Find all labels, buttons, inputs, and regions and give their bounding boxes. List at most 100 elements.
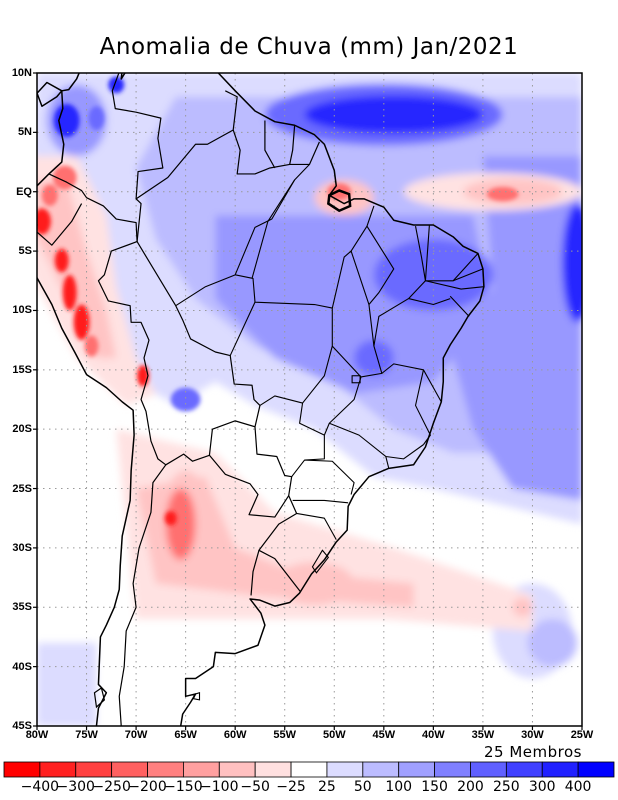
colorbar-swatch — [434, 761, 471, 778]
colorbar-label: −200 — [128, 779, 167, 795]
coastline-borders — [37, 73, 485, 726]
anomaly-region — [304, 95, 483, 134]
border-state — [408, 298, 451, 306]
anomaly-region — [170, 387, 201, 412]
colorbar-label: −150 — [164, 779, 203, 795]
anomaly-region — [37, 642, 97, 726]
colorbar-swatch — [3, 761, 41, 778]
border-guianas — [232, 129, 320, 175]
anomaly-region — [512, 597, 533, 617]
colorbar-swatch — [147, 761, 184, 778]
border-state — [373, 226, 426, 347]
anomaly-region — [373, 239, 493, 311]
border-state — [452, 268, 484, 282]
lon-label-80w: 80W — [25, 729, 49, 741]
colorbar-swatch — [541, 761, 579, 778]
border-state — [229, 301, 256, 356]
anomaly-region — [274, 562, 355, 605]
colorbar-swatch — [398, 761, 435, 778]
colorbar — [3, 761, 615, 778]
colorbar-label: 100 — [385, 779, 413, 795]
anomaly-field — [37, 73, 582, 726]
lon-label-75w: 75W — [75, 729, 98, 741]
anomaly-region — [37, 179, 117, 358]
anomaly-region — [54, 248, 69, 273]
anomaly-region — [84, 335, 99, 357]
lat-label-20s: 20S — [12, 423, 32, 436]
anomaly-region — [527, 619, 578, 667]
lat-label-10n: 10N — [11, 67, 32, 79]
colorbar-label: −50 — [240, 779, 270, 795]
border-state — [366, 225, 395, 305]
anomaly-region — [62, 274, 77, 311]
colorbar-swatch — [326, 761, 364, 778]
colorbar-label: 150 — [421, 779, 448, 795]
anomaly-region — [165, 488, 196, 560]
colorbar-label: −300 — [56, 779, 95, 795]
colorbar-label: 50 — [353, 779, 372, 795]
border-suriname-guiana — [289, 125, 296, 165]
colorbar-swatch — [218, 761, 256, 778]
lon-label-25w: 25W — [570, 729, 594, 741]
anomaly-region — [137, 365, 149, 387]
lon-label-65w: 65W — [174, 729, 197, 741]
lagoa-dos-patos — [311, 549, 330, 574]
border-state — [296, 512, 337, 540]
border-state — [385, 456, 390, 469]
border-state — [323, 376, 362, 436]
lon-label-50w: 50W — [322, 729, 346, 741]
border-state — [259, 395, 303, 406]
border-paraguay — [208, 420, 290, 518]
valdes-peninsula — [192, 692, 201, 701]
colorbar-swatch — [362, 761, 400, 778]
border-state — [304, 459, 355, 495]
lon-label-55w: 55W — [273, 729, 297, 741]
lat-label-35s: 35S — [12, 601, 32, 614]
colorbar-swatch — [75, 761, 113, 778]
border-state — [449, 295, 470, 317]
colorbar-swatch — [254, 761, 292, 778]
lon-label-70w: 70W — [124, 729, 148, 741]
lat-label-15s: 15S — [12, 363, 32, 376]
lon-label-35w: 35W — [471, 729, 495, 741]
colorbar-label: −400 — [20, 779, 60, 795]
chiloe-island — [93, 687, 106, 709]
anomaly-region — [41, 184, 58, 206]
border-guyana-suriname — [264, 120, 276, 169]
colorbar-label: −25 — [276, 779, 306, 795]
marajo-island — [326, 189, 352, 213]
coastline-pacific — [37, 90, 135, 726]
lat-label-5s: 5S — [18, 245, 32, 258]
border-ecuador-peru-colombia — [48, 173, 138, 242]
anomaly-region — [88, 106, 105, 130]
lon-label-60w: 60W — [223, 729, 247, 741]
anomaly-region — [116, 595, 493, 726]
border-uruguay — [250, 550, 260, 596]
graticule — [37, 73, 582, 726]
border-state — [425, 280, 484, 290]
anomaly-region — [453, 156, 582, 501]
anomaly-region — [37, 208, 51, 235]
lat-label-5n: 5N — [17, 126, 32, 139]
map-frame — [36, 72, 583, 727]
colorbar-swatch — [505, 761, 543, 778]
lat-label-10s: 10S — [12, 304, 32, 317]
colorbar-label: 200 — [457, 779, 484, 795]
anomaly-region — [53, 103, 80, 138]
border-bolivia-argentina — [165, 453, 210, 466]
colorbar-label: 250 — [492, 779, 520, 795]
colorbar-label: 25 — [318, 779, 336, 795]
anomaly-region — [164, 511, 177, 526]
anomaly-region — [108, 76, 125, 94]
colorbar-label: 300 — [528, 779, 556, 795]
lat-label-40s: 40S — [12, 660, 32, 673]
colorbar-label: 400 — [564, 779, 592, 795]
map-title: Anomalia de Chuva (mm) Jan/2021 — [99, 34, 519, 60]
lon-label-40w: 40W — [422, 729, 445, 741]
anomaly-region — [486, 186, 519, 202]
colorbar-swatch — [577, 761, 615, 778]
lat-label-25s: 25S — [12, 482, 32, 495]
border-state — [292, 499, 349, 504]
ensemble-members-note: 25 Membros — [484, 743, 582, 761]
border-venezuela — [135, 90, 238, 200]
